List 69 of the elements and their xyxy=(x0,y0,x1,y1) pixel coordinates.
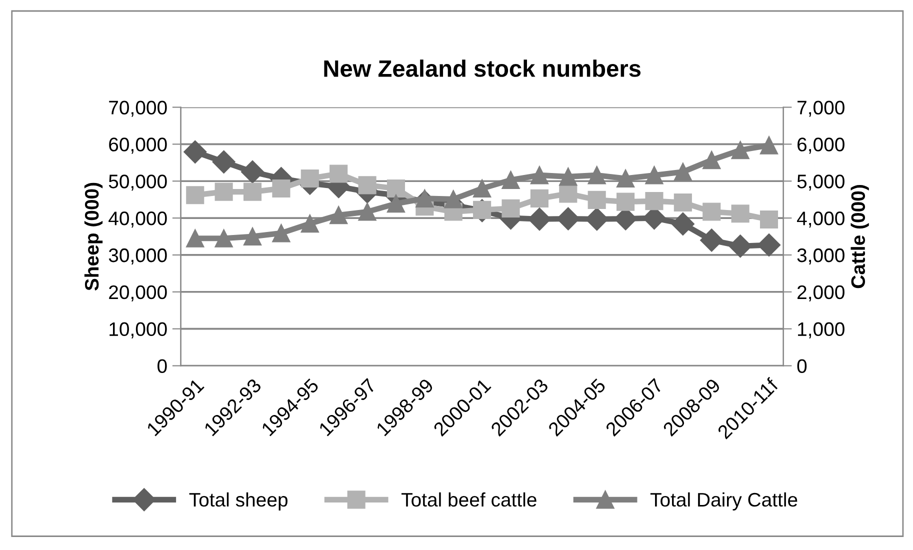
point xyxy=(272,179,290,198)
y-tick-label: 50,000 xyxy=(108,174,167,191)
point xyxy=(559,184,578,203)
point xyxy=(241,160,264,184)
point xyxy=(702,202,721,221)
point xyxy=(760,210,778,229)
point xyxy=(559,168,578,186)
point xyxy=(272,224,290,242)
y-tick-label: 20,000 xyxy=(109,285,167,302)
point xyxy=(243,182,262,201)
point xyxy=(214,229,233,248)
point xyxy=(674,162,692,181)
point xyxy=(186,186,204,204)
point xyxy=(671,212,694,236)
point xyxy=(530,166,548,184)
point xyxy=(300,169,319,188)
point xyxy=(731,204,750,223)
point xyxy=(186,229,204,248)
point xyxy=(758,233,781,256)
y-tick-label: 30,000 xyxy=(108,248,167,264)
point xyxy=(502,170,520,190)
point xyxy=(212,150,236,174)
point xyxy=(645,166,664,184)
y-tick-label: 40,000 xyxy=(108,212,167,228)
point xyxy=(444,190,462,208)
point xyxy=(616,192,635,211)
legend-label: Total sheep xyxy=(189,492,288,510)
point xyxy=(502,199,520,218)
y2-tick-label: 2,000 xyxy=(798,285,844,302)
point xyxy=(184,140,207,164)
point xyxy=(700,228,724,252)
point xyxy=(530,189,548,208)
point xyxy=(386,194,406,213)
y-tick-label: 10,000 xyxy=(110,322,167,338)
point xyxy=(473,179,492,198)
point xyxy=(728,234,752,258)
y2-tick-label: 6,000 xyxy=(798,138,844,154)
y2-tick-label: 4,000 xyxy=(796,212,844,228)
y2-tick-label: 1,000 xyxy=(798,322,844,338)
point xyxy=(473,200,492,219)
y2-axis-title: Cattle (000) xyxy=(850,185,869,288)
point xyxy=(702,151,721,170)
point xyxy=(358,176,376,194)
chart-title: New Zealand stock numbers xyxy=(324,60,641,77)
point xyxy=(330,164,348,183)
point xyxy=(588,190,606,209)
point xyxy=(645,192,664,210)
y2-tick-label: 7,000 xyxy=(798,100,844,117)
point xyxy=(760,136,778,154)
point xyxy=(616,169,635,188)
y2-tick-label: 0 xyxy=(797,359,807,373)
y2-tick-label: 3,000 xyxy=(797,248,844,264)
y2-tick-label: 5,000 xyxy=(797,174,844,191)
y-axis-title: Sheep (000) xyxy=(84,182,103,291)
point xyxy=(674,194,692,212)
point xyxy=(214,182,233,201)
point xyxy=(731,141,750,160)
legend-label: Total beef cattle xyxy=(401,492,536,507)
point xyxy=(416,189,434,208)
legend-label: Total Dairy Cattle xyxy=(650,492,798,510)
point xyxy=(243,227,262,246)
point xyxy=(386,179,406,198)
y-tick-label: 70,000 xyxy=(109,100,167,117)
point xyxy=(588,166,606,184)
y-tick-label: 0 xyxy=(158,359,167,373)
y-tick-label: 60,000 xyxy=(109,138,167,154)
point xyxy=(330,206,348,224)
point xyxy=(358,202,376,221)
point xyxy=(300,214,319,233)
